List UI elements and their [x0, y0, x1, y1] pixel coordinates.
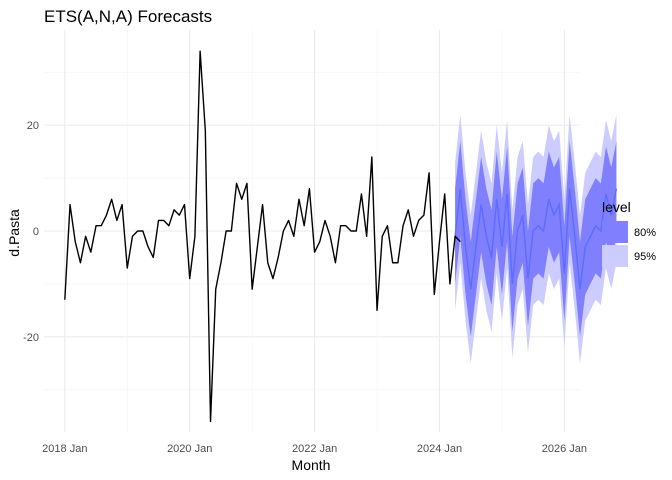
- y-tick-label: 20: [27, 120, 39, 132]
- x-axis-title: Month: [292, 457, 331, 473]
- x-tick-label: 2020 Jan: [167, 443, 212, 455]
- legend-label-80: 80%: [634, 227, 656, 239]
- legend-swatch-95: [602, 245, 628, 267]
- y-tick-label: -20: [23, 332, 39, 344]
- grid-lines: [44, 30, 580, 432]
- band-80-layer: [455, 141, 617, 337]
- chart-title: ETS(A,N,A) Forecasts: [44, 7, 212, 26]
- y-tick-label: 0: [33, 226, 39, 238]
- legend: level 80% 95%: [602, 199, 656, 267]
- forecast-mean-line: [454, 188, 618, 290]
- prediction-band-80: [455, 141, 617, 337]
- series-lines: [64, 50, 618, 423]
- legend-swatch-80: [602, 221, 628, 243]
- x-tick-label: 2026 Jan: [542, 443, 587, 455]
- y-tick-labels: -20 0 20: [23, 120, 39, 344]
- x-tick-label: 2024 Jan: [417, 443, 462, 455]
- legend-label-95: 95%: [634, 251, 656, 263]
- legend-title: level: [602, 199, 631, 215]
- y-axis-title: d.Pasta: [6, 209, 22, 257]
- x-tick-label: 2022 Jan: [292, 443, 337, 455]
- x-tick-labels: 2018 Jan 2020 Jan 2022 Jan 2024 Jan 2026 Jan: [42, 443, 587, 455]
- observed-line: [64, 50, 461, 423]
- x-tick-label: 2018 Jan: [42, 443, 87, 455]
